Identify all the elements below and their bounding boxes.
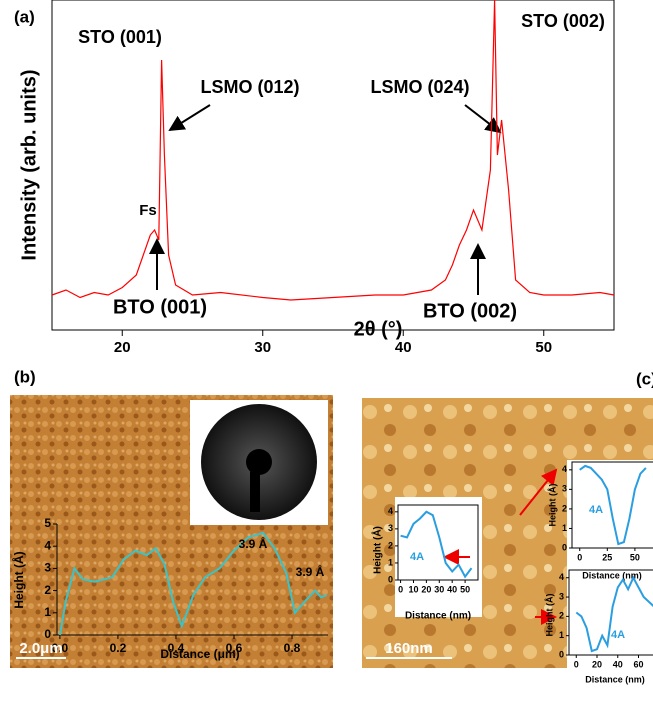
- scale-bar-label: 2.0μm: [19, 640, 62, 657]
- y-tick-label: 1: [559, 630, 564, 640]
- y-tick-label: 2: [562, 503, 567, 513]
- x-tick-label: 0.2: [110, 641, 127, 655]
- y-axis-label: Intensity (arb. units): [18, 69, 40, 260]
- x-axis-label: Distance (nm): [585, 674, 645, 684]
- annotation: LSMO (012): [200, 77, 299, 97]
- x-tick-label: 40: [395, 339, 412, 356]
- y-tick-label: 2: [44, 583, 51, 597]
- y-tick-label: 3: [559, 591, 564, 601]
- x-tick-label: 10: [408, 585, 418, 595]
- y-tick-label: 1: [562, 523, 567, 533]
- y-tick-label: 0: [388, 574, 393, 584]
- y-tick-label: 4: [559, 572, 564, 582]
- x-tick-label: 0: [577, 553, 582, 563]
- x-tick-label: 40: [613, 660, 623, 670]
- x-tick-label: 40: [447, 585, 457, 595]
- annotation: 4A: [611, 629, 625, 641]
- x-tick-label: 20: [114, 339, 131, 356]
- annotation: 3.9 Å: [296, 564, 325, 579]
- x-tick-label: 0: [574, 660, 579, 670]
- x-tick-label: 25: [602, 553, 612, 563]
- y-tick-label: 3: [388, 523, 393, 533]
- x-axis-label: Distance (nm): [405, 611, 471, 622]
- annotation: BTO (002): [423, 300, 517, 322]
- afm-image-b: [10, 395, 333, 668]
- x-tick-label: 50: [630, 553, 640, 563]
- annotation: BTO (001): [113, 296, 207, 318]
- y-tick-label: 2: [559, 611, 564, 621]
- annotation: 4A: [589, 504, 603, 516]
- x-axis-label: 2θ (°): [354, 318, 403, 340]
- y-tick-label: 2: [388, 540, 393, 550]
- scale-bar-label: 160nm: [385, 640, 433, 657]
- y-tick-label: 0: [562, 542, 567, 552]
- figure: 203040502θ (°)Intensity (arb. units)(a)S…: [0, 0, 653, 720]
- y-axis-label: Height (Å): [544, 594, 554, 637]
- x-tick-label: 30: [434, 585, 444, 595]
- annotation: LSMO (024): [370, 77, 469, 97]
- y-tick-label: 5: [44, 516, 51, 530]
- x-tick-label: 30: [254, 339, 271, 356]
- arrows-a: [157, 105, 500, 295]
- annotation: 3.9 Å: [239, 536, 268, 551]
- y-tick-label: 3: [562, 484, 567, 494]
- x-tick-label: 0.8: [284, 641, 301, 655]
- annotation: STO (001): [78, 27, 162, 47]
- x-tick-label: 20: [421, 585, 431, 595]
- y-tick-label: 3: [44, 561, 51, 575]
- y-axis-label: Height (Å): [11, 551, 26, 608]
- x-tick-label: 50: [535, 339, 552, 356]
- y-tick-label: 4: [562, 464, 567, 474]
- y-axis-label: Height (Å): [371, 526, 384, 574]
- annotation: 4A: [410, 551, 424, 563]
- y-tick-label: 1: [388, 557, 393, 567]
- y-tick-label: 0: [559, 649, 564, 659]
- y-tick-label: 1: [44, 605, 51, 619]
- annotation: STO (002): [521, 11, 605, 31]
- x-axis-label: Distance (μm): [160, 647, 239, 661]
- plot-frame: [52, 0, 614, 330]
- y-tick-label: 4: [44, 538, 51, 552]
- panel-label: (c): [636, 369, 653, 388]
- x-tick-label: 50: [460, 585, 470, 595]
- y-tick-label: 4: [388, 506, 393, 516]
- x-tick-label: 0: [398, 585, 403, 595]
- x-tick-label: 20: [592, 660, 602, 670]
- annotation: Fs: [139, 202, 157, 219]
- panel-label: (b): [14, 367, 36, 386]
- panel-label: (a): [14, 7, 35, 26]
- x-tick-label: 60: [633, 660, 643, 670]
- y-axis-label: Height (Å): [547, 484, 557, 527]
